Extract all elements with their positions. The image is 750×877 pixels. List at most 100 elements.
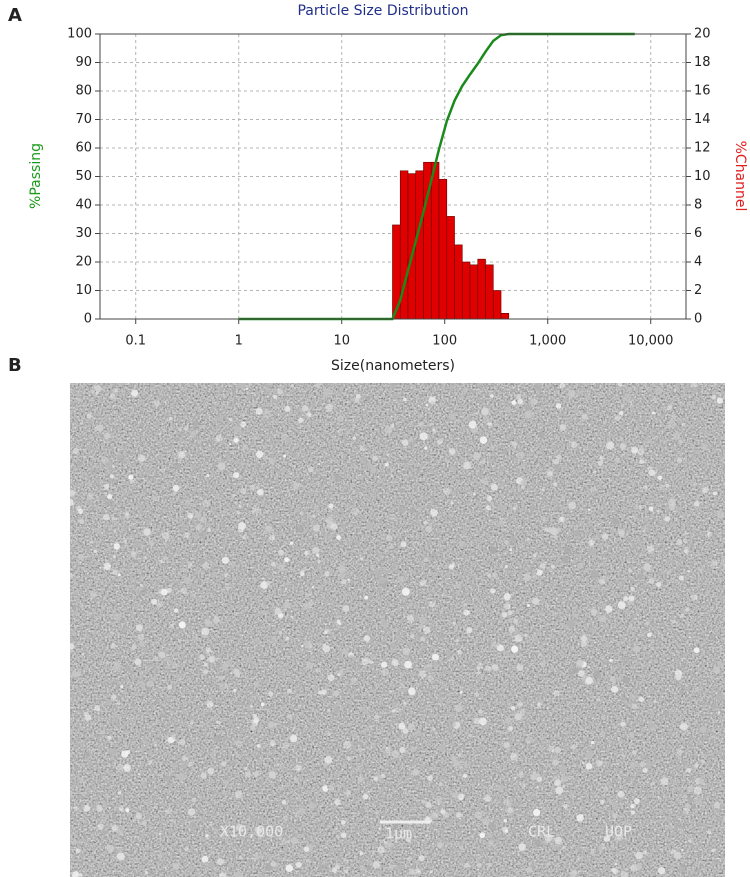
speckle xyxy=(343,602,347,606)
speckle xyxy=(262,610,267,614)
speckle xyxy=(660,440,664,444)
speckle xyxy=(305,662,314,670)
speckle xyxy=(633,645,641,653)
speckle xyxy=(340,832,347,839)
speckle xyxy=(538,431,545,438)
speckle xyxy=(79,854,84,859)
y-tick-label: 30 xyxy=(75,226,92,241)
speckle xyxy=(486,832,493,838)
speckle xyxy=(265,525,272,533)
speckle xyxy=(655,581,662,588)
speckle xyxy=(198,531,207,539)
speckle xyxy=(473,606,481,614)
speckle xyxy=(661,699,667,704)
speckle xyxy=(625,868,629,871)
speckle xyxy=(362,793,369,800)
speckle xyxy=(429,422,433,426)
speckle xyxy=(405,836,412,843)
speckle xyxy=(323,761,328,766)
speckle xyxy=(553,775,558,780)
speckle xyxy=(86,481,92,487)
speckle xyxy=(277,549,284,556)
speckle xyxy=(508,726,513,731)
speckle xyxy=(533,772,540,779)
speckle xyxy=(382,482,386,486)
speckle xyxy=(391,391,400,400)
speckle xyxy=(343,741,352,749)
speckle xyxy=(407,723,415,731)
speckle xyxy=(352,491,356,495)
speckle xyxy=(218,675,224,681)
speckle xyxy=(279,765,285,770)
speckle xyxy=(680,613,685,618)
speckle xyxy=(251,830,257,836)
speckle xyxy=(367,597,372,602)
speckle xyxy=(553,463,562,472)
speckle xyxy=(198,558,205,565)
speckle xyxy=(415,634,421,640)
speckle xyxy=(332,867,338,873)
speckle xyxy=(675,551,680,556)
speckle xyxy=(301,563,304,566)
speckle xyxy=(719,838,722,842)
speckle xyxy=(429,813,436,821)
speckle xyxy=(175,432,181,437)
speckle xyxy=(366,864,372,870)
speckle xyxy=(242,444,249,450)
speckle xyxy=(459,857,466,864)
speckle xyxy=(562,846,566,850)
speckle xyxy=(372,455,379,461)
speckle xyxy=(487,421,493,427)
speckle xyxy=(679,818,682,821)
speckle xyxy=(496,644,504,652)
speckle xyxy=(207,528,211,532)
speckle xyxy=(250,704,253,708)
speckle xyxy=(395,864,404,873)
speckle xyxy=(106,493,113,500)
speckle xyxy=(282,858,286,861)
y-tick-label: 90 xyxy=(75,55,92,70)
speckle xyxy=(281,839,287,845)
speckle xyxy=(312,514,316,518)
speckle xyxy=(323,630,328,635)
micrograph xyxy=(70,383,725,877)
speckle xyxy=(319,769,324,774)
speckle xyxy=(158,432,162,436)
speckle xyxy=(553,738,556,741)
speckle xyxy=(164,540,168,543)
speckle xyxy=(93,477,98,481)
speckle xyxy=(503,593,511,601)
speckle xyxy=(454,704,463,713)
speckle xyxy=(369,660,373,665)
speckle xyxy=(268,458,275,465)
speckle xyxy=(498,504,506,512)
speckle xyxy=(666,569,672,575)
speckle xyxy=(630,864,638,872)
speckle xyxy=(688,559,693,565)
speckle xyxy=(330,514,333,517)
speckle xyxy=(274,607,282,616)
speckle xyxy=(187,562,193,568)
speckle xyxy=(135,812,143,820)
speckle xyxy=(169,818,174,823)
speckle xyxy=(553,512,556,515)
speckle xyxy=(688,839,692,843)
speckle xyxy=(614,415,621,421)
speckle xyxy=(334,798,341,806)
speckle xyxy=(165,808,172,814)
speckle xyxy=(207,767,215,775)
speckle xyxy=(344,869,349,874)
speckle xyxy=(519,464,525,470)
speckle xyxy=(502,415,506,419)
speckle xyxy=(196,819,199,822)
speckle xyxy=(167,827,174,834)
speckle xyxy=(524,403,531,411)
y2-tick-label: 14 xyxy=(694,112,711,127)
speckle xyxy=(481,477,489,486)
speckle xyxy=(179,738,186,746)
speckle xyxy=(180,559,187,566)
speckle xyxy=(569,790,576,797)
speckle xyxy=(540,515,546,522)
speckle xyxy=(133,540,141,549)
speckle xyxy=(720,484,724,488)
